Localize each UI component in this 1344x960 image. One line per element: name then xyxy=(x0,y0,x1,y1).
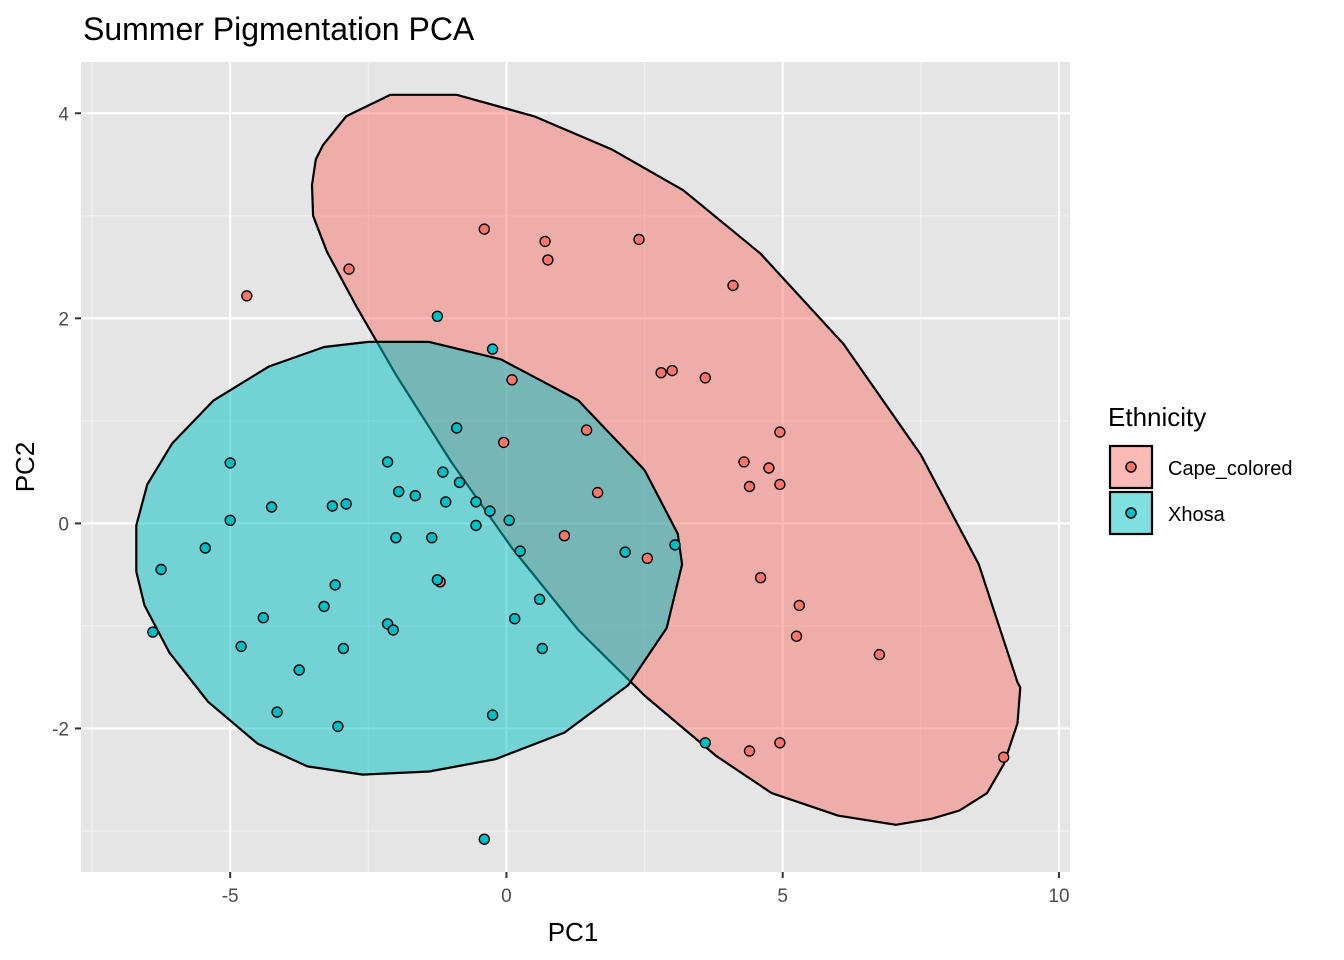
point-xhosa xyxy=(699,737,711,749)
point-xhosa xyxy=(224,514,236,526)
point-cape-colored xyxy=(506,374,518,386)
points-layer xyxy=(147,223,1010,845)
point-cape-colored xyxy=(478,223,490,235)
point-xhosa xyxy=(437,466,449,478)
point-xhosa xyxy=(619,546,631,558)
x-tick-label: -5 xyxy=(222,886,239,907)
point-xhosa xyxy=(509,613,521,625)
y-tick-label: 0 xyxy=(58,514,69,535)
legend-point-cape-colored xyxy=(1125,461,1137,473)
point-cape-colored xyxy=(793,599,805,612)
x-axis-label: PC1 xyxy=(548,917,599,947)
point-cape-colored xyxy=(591,486,604,499)
legend-label-xhosa: Xhosa xyxy=(1168,504,1226,526)
point-xhosa xyxy=(271,706,283,718)
point-cape-colored xyxy=(763,462,775,474)
point-xhosa xyxy=(265,501,278,513)
point-xhosa xyxy=(340,498,352,510)
point-xhosa xyxy=(199,542,212,554)
point-cape-colored xyxy=(343,263,355,275)
point-xhosa xyxy=(257,612,269,624)
point-xhosa xyxy=(293,664,305,676)
legend-title: Ethnicity xyxy=(1108,402,1206,432)
point-xhosa xyxy=(484,505,496,517)
point-cape-colored xyxy=(542,254,554,266)
point-cape-colored xyxy=(738,456,750,468)
point-xhosa xyxy=(669,539,681,551)
point-cape-colored xyxy=(641,552,653,564)
point-xhosa xyxy=(431,574,444,586)
point-cape-colored xyxy=(774,737,786,749)
point-cape-colored xyxy=(743,745,756,757)
point-xhosa xyxy=(451,422,463,434)
point-cape-colored xyxy=(655,367,667,379)
x-tick-label: 10 xyxy=(1048,886,1069,907)
point-xhosa xyxy=(381,456,394,468)
ellipse-xhosa xyxy=(135,340,684,776)
ellipse-cape-colored xyxy=(310,93,1022,826)
point-cape-colored xyxy=(539,235,551,248)
point-xhosa xyxy=(486,343,499,355)
x-axis-ticks: -5 0 5 10 xyxy=(222,872,1070,907)
point-xhosa xyxy=(536,642,548,655)
y-axis-label: PC2 xyxy=(10,442,40,493)
point-xhosa xyxy=(224,457,236,469)
legend-point-xhosa xyxy=(1125,507,1137,519)
point-xhosa xyxy=(390,532,402,544)
point-cape-colored xyxy=(743,480,756,493)
legend-label-cape-colored: Cape_colored xyxy=(1168,458,1293,480)
point-cape-colored xyxy=(558,530,571,542)
point-xhosa xyxy=(478,833,490,845)
point-xhosa xyxy=(329,579,341,591)
point-xhosa xyxy=(393,485,405,498)
point-xhosa xyxy=(235,640,247,653)
point-xhosa xyxy=(470,496,482,508)
point-xhosa xyxy=(486,709,499,721)
legend: Ethnicity Cape_colored Xhosa xyxy=(1108,402,1293,536)
point-xhosa xyxy=(387,624,399,636)
point-xhosa xyxy=(431,310,444,322)
point-cape-colored xyxy=(699,372,711,384)
y-axis-ticks: -2 0 2 4 xyxy=(52,104,81,740)
point-xhosa xyxy=(503,514,515,526)
point-cape-colored xyxy=(580,424,593,436)
point-cape-colored xyxy=(790,630,803,642)
point-cape-colored xyxy=(727,279,739,292)
point-xhosa xyxy=(318,600,330,613)
point-xhosa xyxy=(470,519,482,532)
point-xhosa xyxy=(337,642,350,655)
ellipses-layer xyxy=(135,93,1022,826)
point-cape-colored xyxy=(774,478,786,491)
point-xhosa xyxy=(453,476,466,489)
y-tick-label: 2 xyxy=(58,309,69,330)
point-cape-colored xyxy=(666,364,678,377)
point-cape-colored xyxy=(998,751,1010,763)
chart-title: Summer Pigmentation PCA xyxy=(83,11,475,47)
point-cape-colored xyxy=(498,436,510,449)
point-xhosa xyxy=(514,545,526,557)
point-xhosa xyxy=(426,532,438,544)
point-xhosa xyxy=(440,496,452,508)
point-xhosa xyxy=(147,626,159,638)
y-tick-label: 4 xyxy=(58,104,69,125)
point-xhosa xyxy=(332,720,344,733)
point-cape-colored xyxy=(633,233,645,246)
point-xhosa xyxy=(326,500,339,512)
point-cape-colored xyxy=(241,290,253,302)
x-tick-label: 5 xyxy=(777,886,788,907)
point-xhosa xyxy=(155,563,167,576)
x-tick-label: 0 xyxy=(501,886,512,907)
y-tick-label: -2 xyxy=(52,719,69,740)
point-xhosa xyxy=(533,593,546,605)
point-cape-colored xyxy=(754,572,767,584)
point-cape-colored xyxy=(774,426,786,438)
point-xhosa xyxy=(409,490,421,502)
point-cape-colored xyxy=(873,648,886,661)
